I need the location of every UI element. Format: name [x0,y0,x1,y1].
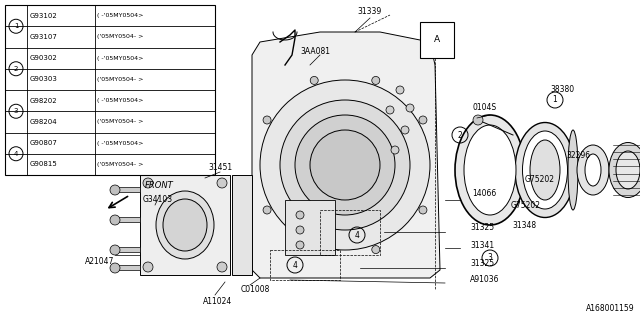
Circle shape [406,104,414,112]
Text: ( -'05MY0504>: ( -'05MY0504> [97,13,143,18]
Text: 3: 3 [13,108,19,114]
Text: 1: 1 [13,23,19,29]
Circle shape [296,211,304,219]
Circle shape [310,130,380,200]
Circle shape [263,116,271,124]
Polygon shape [252,32,440,278]
Circle shape [110,185,120,195]
Circle shape [110,245,120,255]
Text: 31325: 31325 [470,260,494,268]
Bar [285,200,335,255]
Text: 4: 4 [292,260,298,269]
Text: 32296: 32296 [566,150,590,159]
Text: G90807: G90807 [30,140,58,146]
Ellipse shape [530,140,560,200]
Circle shape [263,206,271,214]
Text: 31341: 31341 [470,241,494,250]
Ellipse shape [585,154,601,186]
Text: 14066: 14066 [472,188,496,197]
Circle shape [110,263,120,273]
Text: G90302: G90302 [30,55,58,61]
Text: 31325: 31325 [470,223,494,233]
Text: 2: 2 [458,131,462,140]
Bar [270,250,340,280]
Circle shape [295,115,395,215]
Ellipse shape [568,130,578,210]
Text: 31348: 31348 [512,220,536,229]
Circle shape [401,126,409,134]
Text: 1: 1 [552,95,557,105]
Circle shape [386,106,394,114]
Text: 38380: 38380 [550,85,574,94]
Bar [115,187,140,192]
Circle shape [280,100,410,230]
Text: 3: 3 [488,253,492,262]
Ellipse shape [455,115,525,225]
Circle shape [372,76,380,84]
Circle shape [396,86,404,94]
Ellipse shape [156,191,214,259]
Ellipse shape [464,125,516,215]
Text: 31339: 31339 [358,7,382,17]
Circle shape [296,241,304,249]
Circle shape [372,245,380,253]
Text: C01008: C01008 [240,285,269,294]
Text: A21047: A21047 [85,258,115,267]
Bar [140,175,230,275]
Circle shape [110,215,120,225]
Text: A168001159: A168001159 [586,304,635,313]
Ellipse shape [163,199,207,251]
Ellipse shape [609,142,640,197]
Ellipse shape [515,123,575,218]
Text: G90303: G90303 [30,76,58,82]
Text: G98204: G98204 [30,119,58,125]
Circle shape [391,146,399,154]
Text: ( -'05MY0504>: ( -'05MY0504> [97,140,143,146]
Ellipse shape [522,131,568,209]
Text: G34103: G34103 [143,196,173,204]
Bar [5,5,215,175]
Bar [115,247,140,252]
Text: A: A [434,36,440,44]
Text: 3AA081: 3AA081 [300,47,330,57]
Bar [115,217,140,222]
Circle shape [217,262,227,272]
Circle shape [217,178,227,188]
Bar [115,265,140,270]
Text: G75202: G75202 [525,175,555,185]
Text: G93107: G93107 [30,34,58,40]
Text: ('05MY0504- >: ('05MY0504- > [97,34,143,39]
Text: 4: 4 [355,230,360,239]
Text: G98202: G98202 [30,98,58,104]
Circle shape [473,115,483,125]
Text: 4: 4 [14,151,18,157]
Text: ( -'05MY0504>: ( -'05MY0504> [97,56,143,60]
Text: G93102: G93102 [30,12,58,19]
Circle shape [419,206,427,214]
Text: G90815: G90815 [30,161,58,167]
Ellipse shape [577,145,609,195]
Circle shape [260,80,430,250]
Text: FRONT: FRONT [145,180,173,189]
Text: A91036: A91036 [470,276,499,284]
Circle shape [310,245,318,253]
Text: A11024: A11024 [204,298,232,307]
Circle shape [143,262,153,272]
Circle shape [143,178,153,188]
Text: ('05MY0504- >: ('05MY0504- > [97,162,143,167]
Ellipse shape [616,151,640,189]
Text: ('05MY0504- >: ('05MY0504- > [97,119,143,124]
Text: 0104S: 0104S [473,103,497,113]
Circle shape [310,76,318,84]
Text: ( -'05MY0504>: ( -'05MY0504> [97,98,143,103]
Circle shape [296,226,304,234]
Text: G75202: G75202 [511,201,541,210]
Bar [232,175,252,275]
Text: 31451: 31451 [208,164,232,172]
Bar [320,210,380,255]
Text: 2: 2 [14,66,18,72]
Text: ('05MY0504- >: ('05MY0504- > [97,77,143,82]
Circle shape [419,116,427,124]
